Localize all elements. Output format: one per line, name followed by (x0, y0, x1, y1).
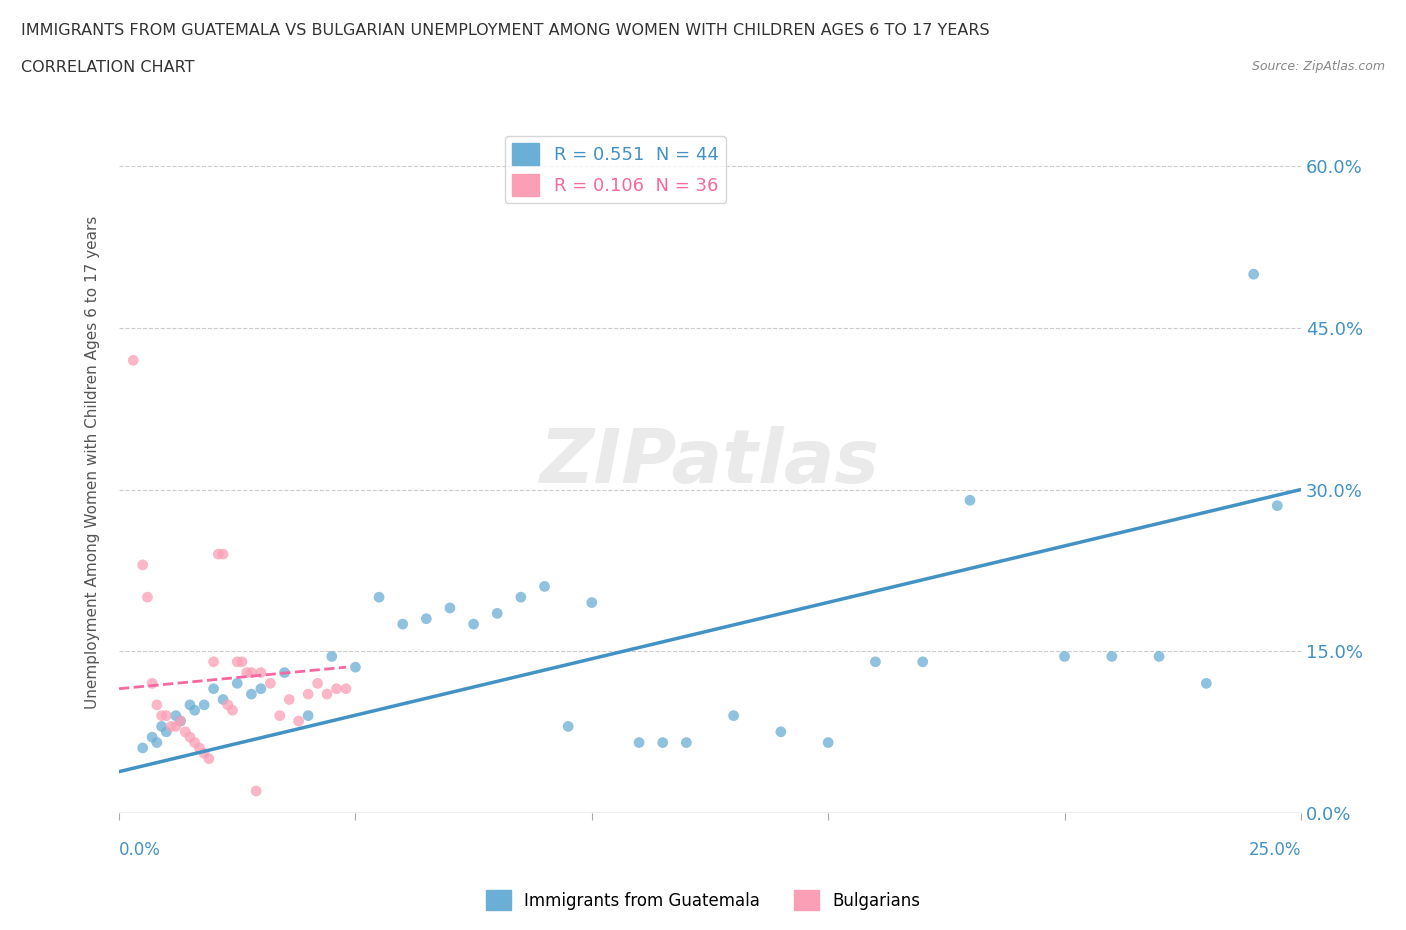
Point (959, 493, 981, 508)
Point (131, 557, 153, 572)
Point (146, 735, 169, 750)
Point (259, 676, 281, 691)
Point (581, 595, 603, 610)
Point (1265, 498, 1288, 513)
Text: 0.0%: 0.0% (120, 841, 160, 858)
Point (325, 682, 347, 697)
Point (217, 698, 239, 712)
Point (439, 601, 461, 616)
Point (165, 719, 187, 734)
Point (415, 611, 437, 626)
Point (557, 719, 579, 734)
Point (160, 719, 183, 734)
Point (202, 655, 225, 670)
Point (179, 730, 201, 745)
Point (146, 698, 169, 712)
Point (193, 698, 215, 712)
Point (335, 682, 357, 697)
Point (179, 698, 201, 712)
Point (235, 665, 257, 680)
Point (240, 686, 263, 701)
Point (486, 606, 509, 621)
Point (297, 709, 319, 724)
Text: Source: ZipAtlas.com: Source: ZipAtlas.com (1251, 60, 1385, 73)
Point (122, 352, 145, 367)
Text: 25.0%: 25.0% (1249, 841, 1301, 858)
Point (198, 751, 221, 766)
Text: CORRELATION CHART: CORRELATION CHART (21, 60, 194, 75)
Text: ZIPatlas: ZIPatlas (540, 426, 880, 499)
Point (165, 709, 187, 724)
Point (250, 665, 273, 680)
Point (368, 590, 391, 604)
Point (817, 735, 839, 750)
Point (183, 735, 205, 750)
Point (150, 709, 173, 724)
Point (155, 709, 177, 724)
Point (865, 655, 887, 670)
Legend: R = 0.551  N = 44, R = 0.106  N = 36: R = 0.551 N = 44, R = 0.106 N = 36 (505, 136, 725, 203)
Point (1195, 676, 1218, 691)
Point (509, 590, 531, 604)
Legend: Immigrants from Guatemala, Bulgarians: Immigrants from Guatemala, Bulgarians (479, 884, 927, 917)
Point (769, 724, 792, 739)
Point (141, 676, 163, 691)
Text: IMMIGRANTS FROM GUATEMALA VS BULGARIAN UNEMPLOYMENT AMONG WOMEN WITH CHILDREN AG: IMMIGRANTS FROM GUATEMALA VS BULGARIAN U… (21, 23, 990, 38)
Point (344, 659, 367, 674)
Point (226, 655, 249, 670)
Point (240, 665, 263, 680)
Point (1243, 267, 1265, 282)
Point (463, 617, 485, 631)
Point (269, 709, 291, 724)
Point (212, 547, 235, 562)
Point (911, 655, 934, 670)
Point (221, 703, 243, 718)
Point (212, 692, 235, 707)
Point (231, 655, 253, 670)
Point (136, 590, 159, 604)
Point (723, 709, 745, 724)
Point (188, 740, 211, 755)
Point (675, 735, 697, 750)
Point (307, 676, 329, 691)
Point (131, 740, 153, 755)
Point (273, 665, 295, 680)
Point (533, 579, 555, 594)
Point (150, 719, 173, 734)
Point (207, 547, 229, 562)
Point (321, 649, 343, 664)
Point (226, 676, 249, 691)
Point (1053, 649, 1076, 664)
Point (193, 746, 215, 761)
Point (1101, 649, 1123, 664)
Point (169, 713, 191, 728)
Point (1147, 649, 1170, 664)
Point (202, 682, 225, 697)
Point (141, 730, 163, 745)
Point (651, 735, 673, 750)
Point (183, 703, 205, 718)
Point (174, 724, 197, 739)
Point (287, 713, 309, 728)
Point (316, 686, 339, 701)
Point (278, 692, 301, 707)
Point (155, 724, 177, 739)
Point (169, 713, 191, 728)
Point (297, 686, 319, 701)
Point (391, 617, 413, 631)
Point (245, 784, 267, 799)
Point (250, 682, 273, 697)
Point (628, 735, 651, 750)
Y-axis label: Unemployment Among Women with Children Ages 6 to 17 years: Unemployment Among Women with Children A… (86, 216, 100, 710)
